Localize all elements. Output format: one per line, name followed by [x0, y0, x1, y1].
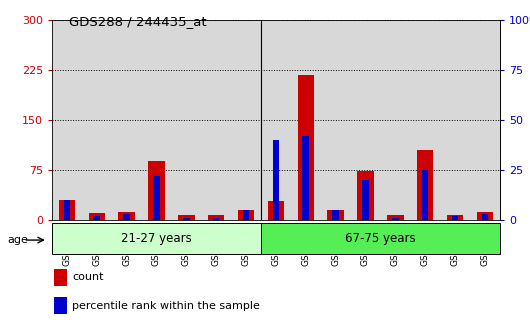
Bar — [89, 213, 105, 220]
Bar — [482, 214, 488, 220]
Bar — [52, 223, 261, 254]
Bar — [357, 171, 374, 220]
Bar — [392, 218, 399, 220]
Text: percentile rank within the sample: percentile rank within the sample — [72, 301, 260, 311]
Bar — [362, 180, 369, 220]
Bar — [387, 215, 403, 220]
Bar — [118, 212, 135, 220]
Bar — [148, 161, 165, 220]
Bar — [153, 176, 160, 220]
Bar — [422, 170, 428, 220]
Bar — [476, 212, 493, 220]
Bar — [208, 215, 224, 220]
Bar — [447, 215, 463, 220]
Text: 67-75 years: 67-75 years — [345, 232, 416, 245]
Bar — [238, 210, 254, 220]
Bar — [93, 216, 100, 220]
Bar — [54, 269, 67, 286]
Text: 21-27 years: 21-27 years — [121, 232, 192, 245]
Bar — [178, 215, 195, 220]
Text: GDS288 / 244435_at: GDS288 / 244435_at — [69, 15, 207, 28]
Bar — [213, 218, 219, 220]
Bar — [417, 150, 434, 220]
Bar — [452, 216, 458, 220]
Bar — [243, 210, 249, 220]
Bar — [54, 297, 67, 314]
Text: count: count — [72, 272, 103, 282]
Bar — [261, 223, 500, 254]
Bar — [332, 210, 339, 220]
Bar — [328, 210, 344, 220]
Bar — [59, 200, 75, 220]
Bar — [268, 201, 284, 220]
Bar — [64, 200, 70, 220]
Bar — [183, 218, 190, 220]
Bar — [297, 75, 314, 220]
Bar — [123, 214, 130, 220]
Bar — [272, 140, 279, 220]
Text: age: age — [7, 235, 28, 245]
Bar — [303, 136, 309, 220]
